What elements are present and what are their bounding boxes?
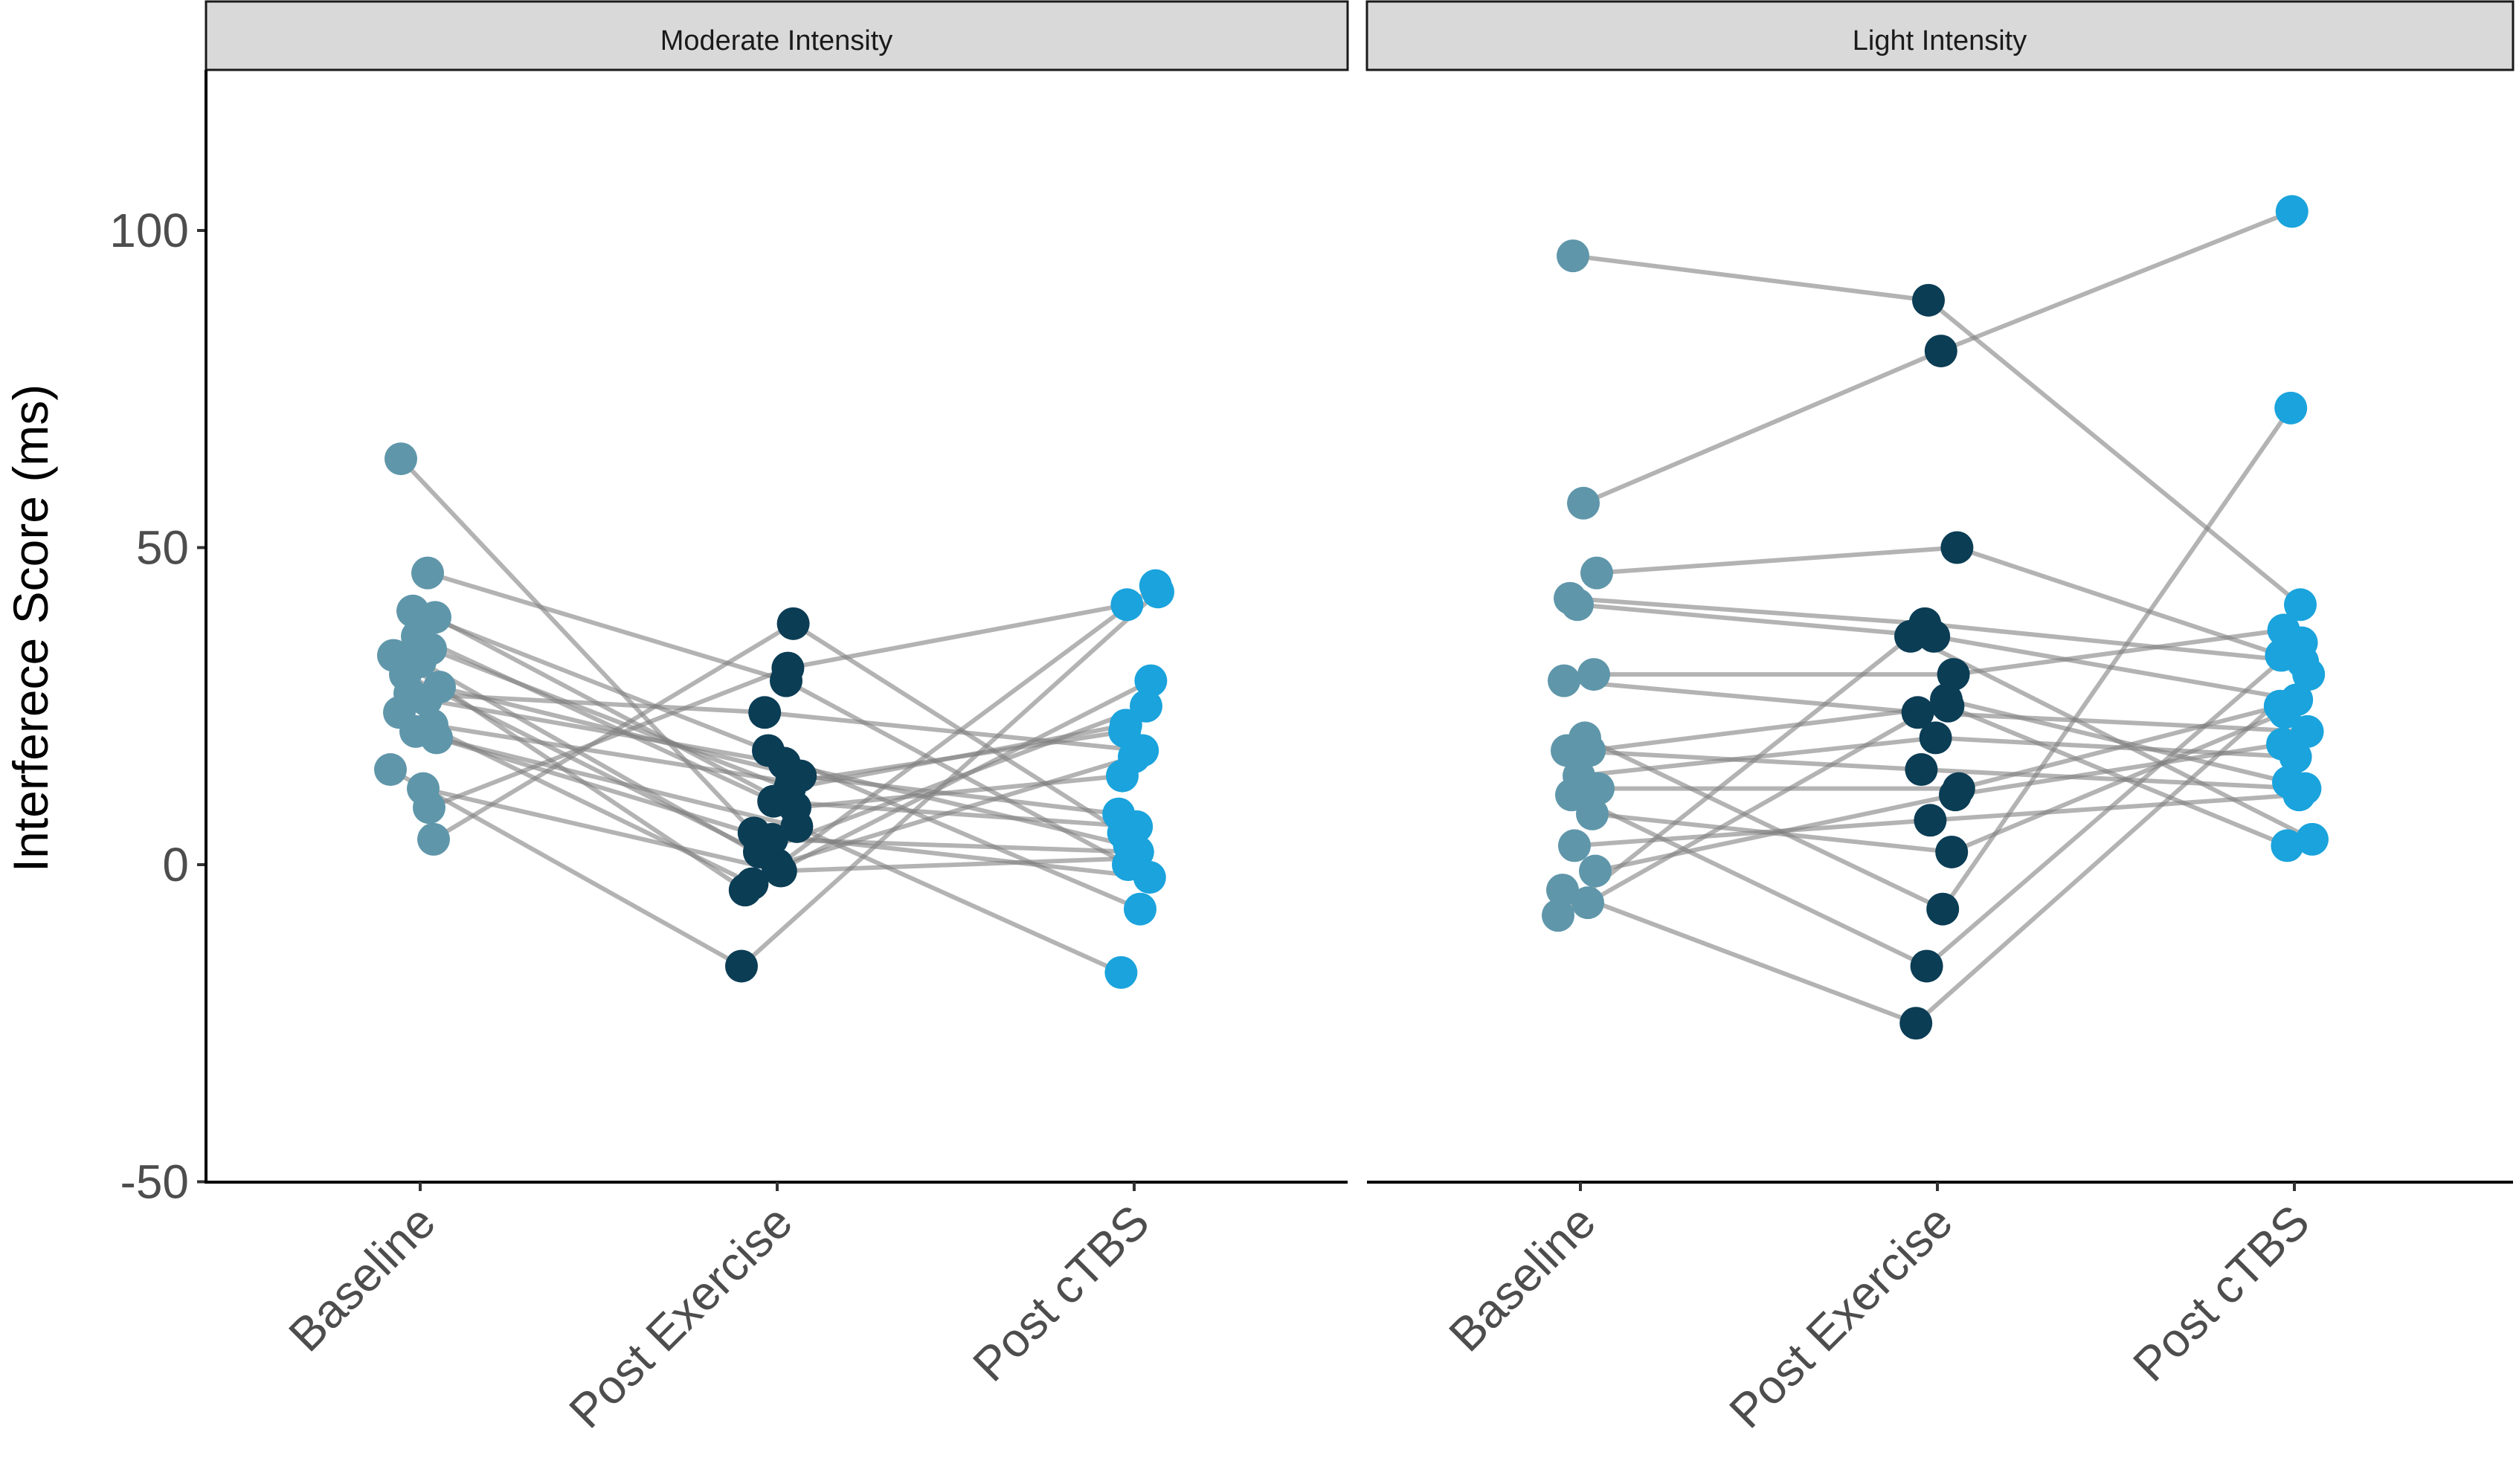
facet-light-intensity: Light Intensity Baseline Post Exercise Pos… — [1365, 0, 2515, 1439]
point-post-exercise — [780, 810, 814, 843]
point-baseline — [1576, 797, 1609, 830]
point-post-ctbs — [1130, 689, 1162, 723]
point-post-ctbs — [1104, 956, 1138, 990]
point-baseline — [420, 721, 453, 755]
point-baseline — [1548, 664, 1580, 697]
point-post-ctbs — [2266, 727, 2299, 761]
y-tick-label: -50 — [120, 1155, 190, 1209]
point-post-ctbs — [2292, 658, 2326, 691]
y-axis-label-group: Interferece Score (ms) — [3, 384, 58, 873]
point-baseline — [1571, 886, 1604, 920]
x-tick-label: Post cTBS — [2123, 1195, 2320, 1392]
point-post-ctbs — [2271, 829, 2304, 862]
x-ticks: Baseline Post Exercise Post cTBS — [278, 1182, 1159, 1439]
facet-strip — [205, 0, 1349, 71]
point-post-exercise — [1935, 835, 1969, 868]
y-ticks: -50 0 50 100 — [109, 204, 206, 1209]
point-baseline — [1582, 772, 1615, 805]
facet-title: Light Intensity — [1853, 25, 2027, 57]
point-post-exercise — [1905, 753, 1938, 787]
point-baseline — [411, 556, 444, 590]
point-post-exercise — [1924, 335, 1957, 368]
point-baseline — [1542, 899, 1574, 932]
point-post-ctbs — [2296, 822, 2329, 856]
y-tick-label: 50 — [136, 521, 189, 575]
point-post-exercise — [1939, 778, 1972, 812]
point-baseline — [417, 822, 450, 856]
point-post-ctbs — [2268, 696, 2302, 729]
point-post-exercise — [775, 766, 808, 799]
point-post-ctbs — [1108, 714, 1142, 748]
point-post-ctbs — [2272, 766, 2305, 799]
y-tick-label: 100 — [109, 204, 189, 257]
point-post-ctbs — [2284, 588, 2317, 622]
point-post-ctbs — [2291, 714, 2324, 748]
point-post-ctbs — [1107, 816, 1140, 850]
point-post-exercise — [748, 696, 782, 729]
point-post-ctbs — [1115, 842, 1148, 875]
point-post-exercise — [1912, 283, 1945, 317]
point-post-exercise — [1930, 683, 1963, 717]
point-post-exercise — [1910, 949, 1943, 983]
point-post-exercise — [725, 949, 758, 983]
point-baseline — [413, 791, 445, 825]
x-tick-label: Baseline — [1438, 1195, 1606, 1362]
point-post-exercise — [1917, 619, 1951, 653]
point-post-ctbs — [1134, 664, 1168, 697]
x-tick-label: Post Exercise — [559, 1195, 802, 1439]
point-baseline — [1546, 874, 1579, 907]
point-baseline — [1580, 556, 1613, 590]
facet-title: Moderate Intensity — [660, 25, 893, 57]
data-points — [374, 442, 1174, 990]
point-baseline — [1561, 588, 1594, 622]
x-tick-label: Post Exercise — [1719, 1195, 1963, 1439]
data-points — [1542, 195, 2329, 1040]
point-baseline — [410, 683, 443, 717]
point-baseline — [1555, 778, 1588, 812]
point-post-exercise — [1894, 619, 1927, 653]
point-post-exercise — [755, 822, 788, 856]
point-baseline — [1577, 658, 1610, 691]
facet-strip — [1365, 0, 2515, 71]
point-post-exercise — [1914, 804, 1947, 837]
point-post-ctbs — [1142, 575, 1174, 609]
point-post-ctbs — [1124, 892, 1156, 926]
point-post-ctbs — [2285, 626, 2318, 659]
y-axis-label: Interferece Score (ms) — [3, 384, 58, 873]
point-post-ctbs — [1110, 588, 1144, 622]
point-post-exercise — [776, 607, 810, 640]
point-post-exercise — [764, 854, 797, 888]
point-post-exercise — [736, 867, 769, 900]
x-tick-label: Post cTBS — [962, 1195, 1159, 1392]
point-baseline — [1567, 486, 1600, 520]
point-baseline — [1579, 854, 1612, 888]
point-baseline — [1557, 239, 1589, 273]
point-post-ctbs — [2275, 195, 2309, 228]
point-baseline — [1573, 734, 1606, 767]
point-post-exercise — [1926, 892, 1960, 926]
x-tick-label: Baseline — [278, 1195, 445, 1362]
point-post-exercise — [1901, 696, 1934, 729]
point-post-exercise — [1919, 721, 1952, 755]
point-post-exercise — [1940, 531, 1974, 564]
facet-moderate-intensity: Moderate Intensity Baseline Post Exercise… — [205, 0, 1349, 1439]
point-post-exercise — [771, 651, 805, 685]
point-baseline — [385, 442, 417, 476]
point-baseline — [1558, 829, 1591, 862]
point-baseline — [374, 753, 407, 787]
y-tick-label: 0 — [162, 838, 189, 891]
point-post-ctbs — [2274, 391, 2308, 425]
x-ticks: Baseline Post Exercise Post cTBS — [1438, 1182, 2320, 1439]
point-post-exercise — [1937, 658, 1970, 691]
point-post-exercise — [1899, 1007, 1933, 1040]
